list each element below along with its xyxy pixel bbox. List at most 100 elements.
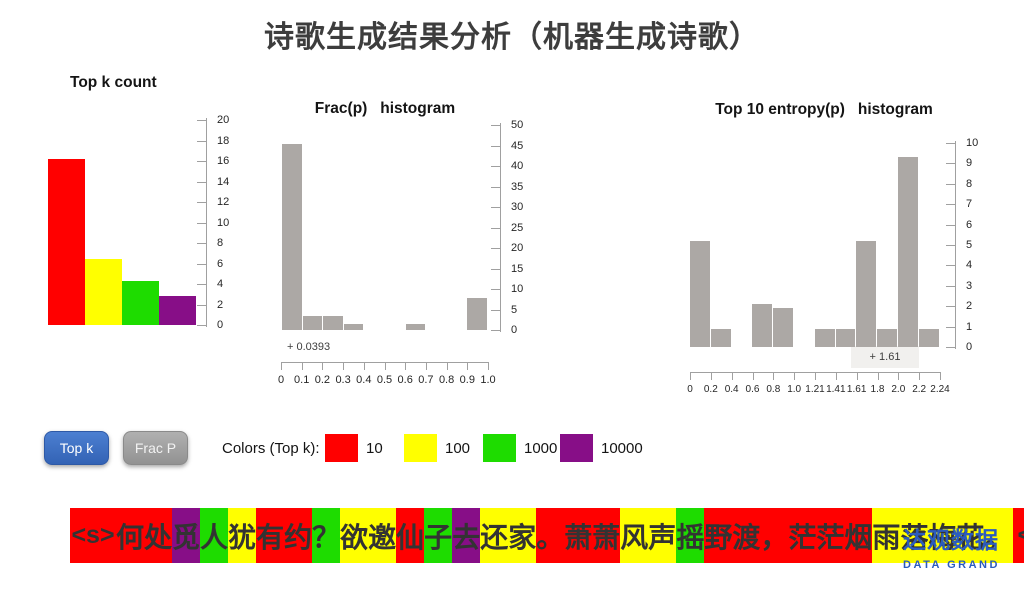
entropy-x-tick — [773, 372, 775, 380]
entropy-y-tick-label: 10 — [966, 137, 979, 149]
topk-y-tick — [197, 140, 206, 142]
topk-y-tick-label: 6 — [217, 257, 224, 270]
poem-token: 家 — [508, 508, 537, 563]
entropy-hist-bar — [752, 304, 773, 347]
entropy-x-tick-label: 1.41 — [826, 384, 846, 395]
entropy-y-tick — [946, 224, 955, 226]
poem-token: 烟 — [844, 508, 873, 563]
topk-bar-100 — [85, 259, 122, 325]
entropy-y-tick-label: 2 — [966, 300, 973, 313]
entropy-x-tick-label: 0.2 — [703, 384, 718, 395]
entropy-y-tick — [946, 143, 955, 144]
entropy-y-tick — [946, 204, 955, 206]
topk-y-tick-label: 4 — [217, 278, 224, 290]
topk-bar-1000 — [122, 280, 159, 325]
fracp-button[interactable]: Frac P — [123, 431, 188, 465]
entropy-x-tick-label: 0.4 — [724, 384, 739, 395]
poem-token: 子 — [424, 508, 453, 563]
entropy-x-tick-label: 0 — [687, 384, 693, 395]
topk-y-axis-line — [206, 118, 207, 327]
entropy-x-tick — [856, 372, 858, 380]
fracp-x-tick-label: 0.9 — [459, 374, 475, 386]
entropy-hist-bar — [898, 157, 918, 347]
legend-value-100: 100 — [445, 440, 471, 457]
logo-english-name: DATA GRAND — [903, 559, 1000, 571]
fracp-hist-bar — [282, 144, 302, 330]
topk-y-tick-label: 20 — [217, 114, 230, 126]
topk-y-tick-label: 18 — [217, 134, 230, 147]
entropy-x-tick-label: 1.61 — [846, 384, 867, 395]
entropy-y-tick-label: 1 — [966, 320, 973, 333]
entropy-y-tick — [946, 245, 955, 246]
poem-token: 。 — [984, 508, 1013, 563]
entropy-hist-bar — [710, 328, 731, 347]
poem-token: ， — [760, 508, 789, 563]
topk-bar-10000 — [159, 296, 196, 325]
poem-token: 落 — [900, 508, 929, 563]
legend-value-10000: 10000 — [601, 440, 643, 457]
entropy-x-tick-label: 0.8 — [766, 384, 781, 395]
topk-y-tick — [197, 202, 206, 203]
poem-token: 萧 — [564, 508, 593, 563]
poem-boundary-token: <s> — [70, 508, 116, 563]
fracp-x-tick-label: 0.3 — [335, 374, 351, 386]
fracp-y-tick-label: 30 — [511, 201, 524, 213]
poem-token: 雨 — [872, 508, 901, 563]
entropy-hist-bar — [814, 328, 835, 347]
fracp-annotation: + 0.0393 — [287, 341, 331, 353]
fracp-y-tick — [491, 330, 500, 331]
entropy-x-tick-label: 1.8 — [870, 384, 885, 395]
entropy-chart-title: Top 10 entropy(p) histogram — [715, 101, 933, 118]
entropy-y-tick-label: 4 — [966, 259, 973, 272]
fracp-x-tick-label: 0.8 — [438, 374, 455, 386]
fracp-y-tick — [491, 125, 500, 126]
fracp-hist-bar — [405, 323, 426, 330]
fracp-y-tick-label: 5 — [511, 303, 518, 316]
fracp-x-tick — [467, 362, 469, 370]
poem-token: 茫 — [816, 508, 845, 563]
topk-y-tick — [197, 263, 206, 265]
datagrand-logo: 达观数据 DATA GRAND — [903, 521, 1013, 571]
entropy-x-tick-label: 1.21 — [805, 384, 825, 395]
poem-token: 欲 — [340, 508, 369, 563]
entropy-x-tick — [835, 372, 837, 380]
topk-y-tick-label: 16 — [217, 155, 230, 167]
topk-y-tick-label: 10 — [217, 216, 230, 229]
fracp-x-tick-label: 0.1 — [294, 374, 310, 386]
topk-button[interactable]: Top k — [44, 431, 109, 465]
entropy-x-tick — [877, 372, 879, 380]
fracp-y-tick-label: 45 — [511, 139, 524, 152]
fracp-x-tick — [446, 362, 448, 370]
fracp-x-tick — [343, 362, 345, 370]
poem-token: 邀 — [368, 508, 397, 563]
entropy-x-tick-label: 2.2 — [912, 384, 927, 395]
fracp-x-tick-label: 0.4 — [356, 374, 372, 386]
legend-swatch-red — [325, 434, 358, 462]
fracp-y-tick — [491, 268, 500, 270]
legend-swatch-green — [483, 434, 516, 462]
topk-y-tick — [197, 181, 206, 183]
fracp-y-tick — [491, 166, 500, 167]
fracp-y-tick-label: 15 — [511, 262, 524, 275]
entropy-y-tick — [946, 265, 955, 267]
entropy-y-tick — [946, 183, 955, 185]
entropy-x-tick-label: 2.24 — [930, 384, 950, 395]
topk-y-tick — [197, 325, 206, 326]
poem-token: 风 — [620, 508, 649, 563]
poem-boundary-token: <s/> — [1012, 508, 1024, 563]
fracp-y-tick — [491, 309, 500, 311]
poem-token: 摇 — [676, 508, 705, 563]
fracp-y-tick — [491, 186, 500, 188]
poem-token: 处 — [144, 508, 173, 563]
entropy-y-tick-label: 3 — [966, 279, 973, 292]
poem-token: 约 — [284, 508, 313, 563]
poem-token: 梅 — [928, 508, 957, 563]
topk-y-tick-label: 8 — [217, 237, 224, 249]
poem-token: 何 — [116, 508, 145, 563]
entropy-x-tick — [940, 372, 941, 380]
fracp-y-tick-label: 10 — [511, 283, 524, 295]
entropy-y-tick — [946, 347, 955, 348]
fracp-x-tick-label: 0 — [277, 374, 285, 386]
